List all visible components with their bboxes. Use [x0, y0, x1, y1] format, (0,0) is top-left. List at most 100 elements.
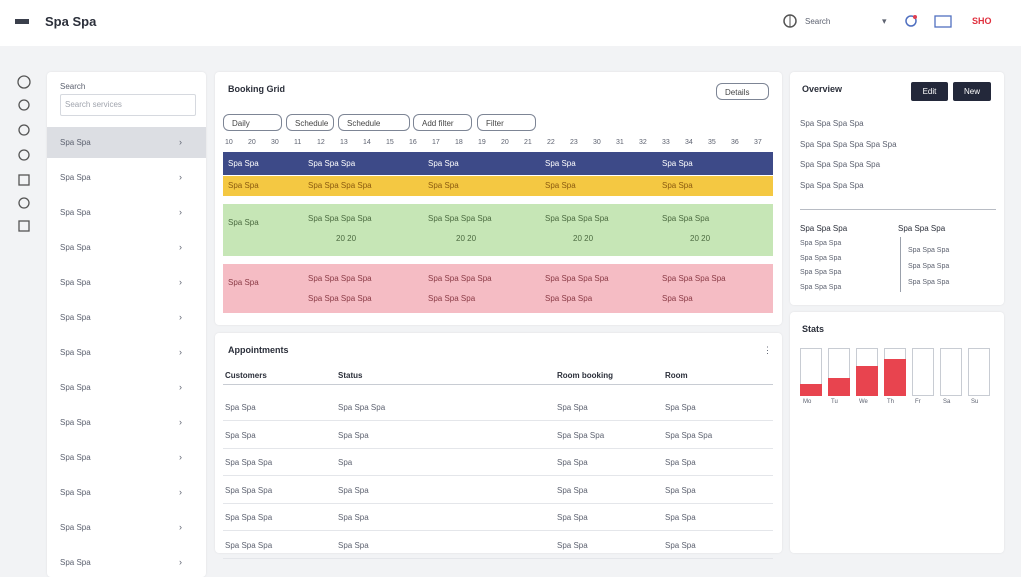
- chevron[interactable]: ›: [179, 522, 182, 532]
- action-button[interactable]: New: [953, 82, 991, 101]
- bar-fill: [856, 366, 878, 396]
- table-cell: Spa Spa: [557, 513, 588, 522]
- filter-chip[interactable]: Schedule: [286, 114, 334, 131]
- sidebar-title: Search: [60, 82, 86, 91]
- more-icon[interactable]: ⋮: [763, 345, 772, 355]
- sidebar-item[interactable]: Spa Spa: [60, 523, 91, 532]
- booking-cell[interactable]: Spa Spa Spa: [662, 214, 710, 223]
- sidebar-item[interactable]: Spa Spa: [60, 488, 91, 497]
- bar-label: Sa: [943, 399, 951, 405]
- booking-cell[interactable]: Spa Spa Spa: [308, 158, 356, 168]
- sidebar-item[interactable]: Spa Spa: [60, 418, 91, 427]
- badge[interactable]: SHO: [972, 16, 992, 26]
- booking-cell[interactable]: Spa Spa Spa Spa: [545, 214, 609, 223]
- table-cell: Spa Spa: [665, 513, 696, 522]
- schedule-row: [223, 204, 773, 256]
- table-cell: Spa Spa Spa: [557, 430, 605, 440]
- sidebar-item[interactable]: Spa Spa: [60, 383, 91, 392]
- chevron[interactable]: ›: [179, 137, 182, 147]
- filter-chip[interactable]: Daily: [223, 114, 282, 131]
- chevron[interactable]: ▾: [882, 16, 887, 26]
- chevron[interactable]: ›: [179, 347, 182, 357]
- bar-box: [968, 348, 990, 396]
- booking-sub: Spa Spa: [662, 294, 693, 303]
- filter-chip[interactable]: Add filter: [413, 114, 472, 131]
- table-cell: Spa Spa Spa: [665, 430, 713, 440]
- chevron[interactable]: ›: [179, 312, 182, 322]
- divider: [900, 237, 901, 292]
- selected-item: [47, 127, 206, 158]
- booking-cell[interactable]: Spa Spa Spa Spa: [308, 181, 372, 190]
- chevron[interactable]: ›: [179, 172, 182, 182]
- booking-cell[interactable]: Spa Spa Spa Spa: [662, 274, 726, 283]
- search-text[interactable]: Search: [805, 17, 831, 26]
- column-header: Status: [338, 371, 363, 380]
- table-cell: Spa Spa: [225, 403, 256, 412]
- filter-chip[interactable]: Schedule: [338, 114, 410, 131]
- stats-panel: Stats Mo Tu We Th Fr Sa Su: [790, 312, 1004, 553]
- booking-cell[interactable]: Spa Spa: [428, 158, 459, 168]
- overview-line: Spa Spa Spa Spa Spa: [800, 160, 881, 169]
- booking-sub: 20 20: [573, 234, 594, 243]
- search-input[interactable]: [60, 94, 196, 116]
- table-cell: Spa Spa: [557, 403, 588, 412]
- sidebar-item[interactable]: Spa Spa: [60, 278, 91, 287]
- table-cell: Spa Spa: [665, 540, 696, 550]
- time-label: 17: [432, 139, 440, 146]
- booking-cell[interactable]: Spa Spa: [545, 158, 576, 168]
- bar-label: Tu: [831, 399, 838, 405]
- chevron[interactable]: ›: [179, 557, 182, 567]
- sidebar-item[interactable]: Spa Spa: [60, 138, 91, 147]
- time-label: 32: [639, 139, 647, 146]
- bar-label: Mo: [803, 399, 812, 405]
- sidebar-item[interactable]: Spa Spa: [60, 348, 91, 357]
- booking-cell[interactable]: Spa Spa Spa Spa: [428, 274, 492, 283]
- chevron[interactable]: ›: [179, 382, 182, 392]
- sidebar-item[interactable]: Spa Spa: [60, 173, 91, 182]
- filter-chip[interactable]: Filter: [477, 114, 536, 131]
- sidebar-item[interactable]: Spa Spa: [60, 453, 91, 462]
- divider: [800, 209, 996, 210]
- chevron[interactable]: ›: [179, 207, 182, 217]
- bar-label: Fr: [915, 399, 921, 405]
- chevron[interactable]: ›: [179, 452, 182, 462]
- booking-cell[interactable]: Spa Spa Spa Spa: [308, 214, 372, 223]
- time-label: 37: [754, 139, 762, 146]
- sidebar-item[interactable]: Spa Spa: [60, 558, 91, 567]
- chevron[interactable]: ›: [179, 417, 182, 427]
- details-button[interactable]: Details: [716, 83, 769, 100]
- bar-label: Su: [971, 399, 979, 405]
- booking-cell[interactable]: Spa Spa Spa Spa: [428, 214, 492, 223]
- action-button[interactable]: Edit: [911, 82, 948, 101]
- top-bar: [0, 0, 1021, 46]
- booking-cell[interactable]: Spa Spa Spa Spa: [545, 274, 609, 283]
- chevron[interactable]: ›: [179, 242, 182, 252]
- time-label: 22: [547, 139, 555, 146]
- booking-sub: 20 20: [336, 234, 357, 243]
- chevron[interactable]: ›: [179, 487, 182, 497]
- header-icons[interactable]: [903, 13, 963, 29]
- overview-line: Spa Spa Spa Spa: [800, 119, 864, 128]
- row-divider: [223, 475, 773, 476]
- bar-fill: [828, 377, 850, 396]
- bar-box: [912, 348, 934, 396]
- sidebar-item[interactable]: Spa Spa: [60, 313, 91, 322]
- booking-cell[interactable]: Spa Spa Spa Spa: [308, 274, 372, 283]
- schedule-row: [223, 152, 773, 175]
- time-label: 19: [478, 139, 486, 146]
- sidebar-item[interactable]: Spa Spa: [60, 243, 91, 252]
- chevron[interactable]: ›: [179, 277, 182, 287]
- appointments-title: Appointments: [228, 345, 289, 355]
- sidebar-item[interactable]: Spa Spa: [60, 208, 91, 217]
- booking-cell[interactable]: Spa Spa: [545, 181, 576, 190]
- menu-icon[interactable]: [15, 19, 29, 24]
- divider: [223, 384, 773, 385]
- row-label: Spa Spa: [228, 218, 259, 227]
- time-label: 31: [616, 139, 624, 146]
- globe-icon[interactable]: [782, 13, 798, 29]
- booking-cell[interactable]: Spa Spa: [662, 158, 693, 168]
- booking-cell[interactable]: Spa Spa: [662, 181, 693, 190]
- bar-label: We: [859, 399, 868, 405]
- booking-cell[interactable]: Spa Spa: [428, 181, 459, 190]
